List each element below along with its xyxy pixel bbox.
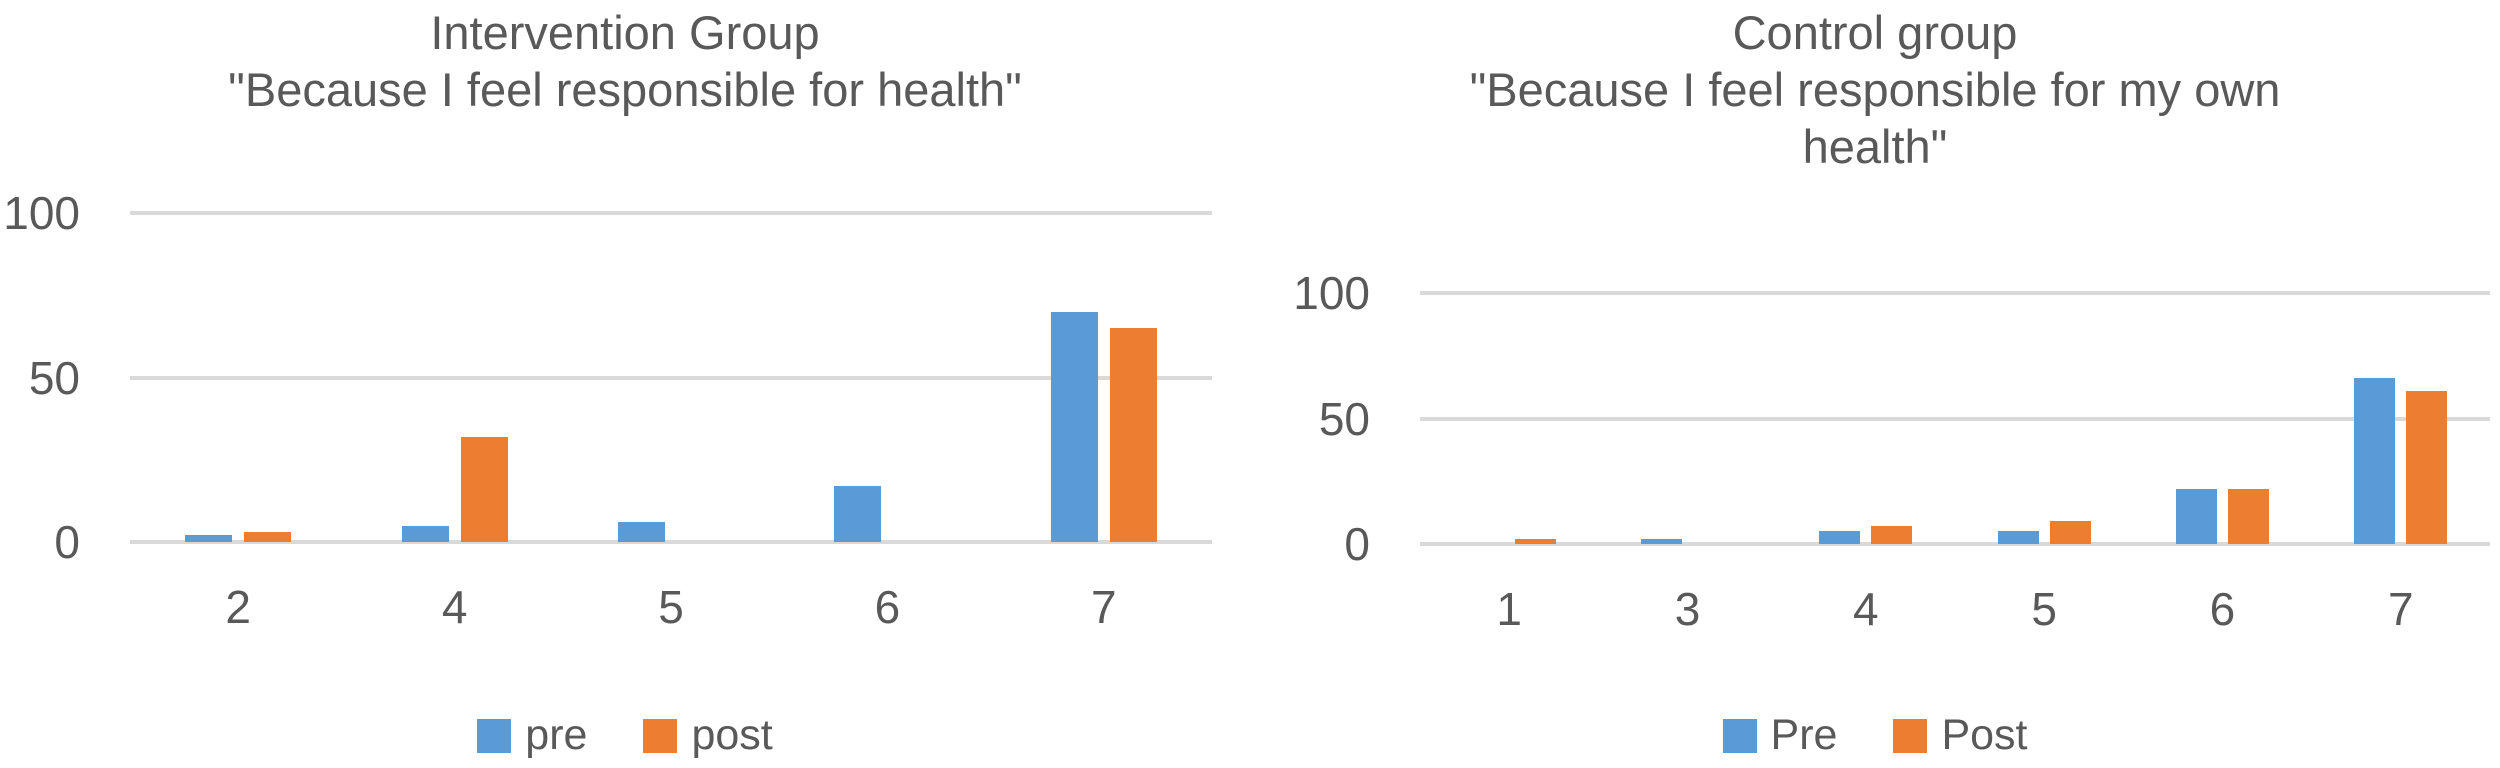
chart-subtitle-line: "Because I feel responsible for my own [1469,63,2281,116]
x-axis-tick-label-5: 5 [2031,583,2057,635]
legend-label-pre: pre [525,711,588,759]
bar-post-x1 [1514,538,1556,544]
bar-pre-x4 [1819,531,1861,544]
legend-swatch-pre [1722,718,1757,753]
y-axis-tick-label-50: 50 [1318,392,1370,445]
bar-pre-x7 [2354,378,2396,544]
chart-title-intervention: Intervention Group "Because I feel respo… [0,4,1250,118]
category-7: 7 [996,213,1212,630]
legend-swatch-post [1893,718,1928,753]
category-5: 5 [1955,293,2133,632]
bar-post-x4 [460,436,508,542]
x-axis-tick-label-4: 4 [1853,583,1879,635]
category-7: 7 [2312,293,2490,632]
chart-subtitle-line: "Because I feel responsible for health" [228,63,1022,116]
bar-post-x4 [1871,526,1913,544]
bar-pre-x4 [401,525,449,542]
category-5: 5 [563,213,779,630]
legend-label-post: post [691,711,773,759]
plot-area-intervention: 0 50 100 2 4 5 6 7 [3,190,1212,630]
legend-label-pre: Pre [1770,711,1838,759]
bar-post-x7 [2406,390,2448,544]
bar-pre-x5 [1997,531,2039,544]
category-6: 6 [2133,293,2311,632]
x-axis-tick-label-6: 6 [874,581,901,633]
chart-title-control: Control group "Because I feel responsibl… [1250,4,2500,175]
gridline-y100 [130,211,1212,215]
gridline-y100 [1420,291,2490,295]
chart-title-line: Control group [1732,6,2018,59]
x-axis-tick-label-3: 3 [1674,583,1701,635]
gridline-y0 [130,540,1212,544]
legend-swatch-pre [477,718,512,753]
gridline-y50 [130,375,1212,380]
gridline-y50 [1420,416,2490,421]
legend-item-pre: pre [477,714,587,757]
bars-layer: 2 4 5 6 7 [130,213,1212,630]
y-axis-tick-label-100: 100 [3,187,80,239]
bar-pre-x3 [1640,538,1682,544]
x-axis-tick-label-2: 2 [225,581,251,633]
bar-pre-x6 [2175,488,2217,544]
legend-intervention: pre post [0,714,1250,757]
legend-label-post: Post [1941,711,2028,759]
chart-intervention-group: Intervention Group "Because I feel respo… [0,4,1250,757]
chart-subtitle-line: health" [1802,120,1948,173]
category-4: 4 [1777,293,1955,632]
category-1: 1 [1420,293,1598,632]
legend-swatch-post [643,718,678,753]
gridline-y0 [1420,542,2490,546]
y-axis-tick-label-0: 0 [1344,518,1370,570]
bar-post-x5 [2049,521,2091,544]
legend-control: Pre Post [1250,714,2500,757]
x-axis-tick-label-7: 7 [2388,583,2414,635]
category-2: 2 [130,213,346,630]
bar-post-x7 [1109,328,1157,542]
category-4: 4 [346,213,562,630]
bar-pre-x7 [1050,311,1098,542]
y-axis-tick-label-0: 0 [54,516,80,568]
legend-item-post: Post [1893,714,2027,757]
category-3: 3 [1598,293,1776,632]
bar-post-x2 [244,532,292,542]
legend-item-pre: Pre [1722,711,1838,759]
bar-pre-x5 [618,522,666,542]
x-axis-tick-label-7: 7 [1091,581,1117,633]
plot-area-control: 0 50 100 1 3 4 5 6 7 [1293,270,2490,632]
legend-item-post: post [643,711,773,759]
category-6: 6 [779,213,995,630]
y-axis-tick-label-100: 100 [1293,267,1370,319]
y-axis-tick-label-50: 50 [28,351,80,404]
bar-pre-x6 [834,486,882,542]
chart-control-group: Control group "Because I feel responsibl… [1250,0,2500,768]
x-axis-tick-label-1: 1 [1496,583,1522,635]
bar-pre-x2 [185,535,233,542]
bar-post-x6 [2227,488,2269,544]
x-axis-tick-label-4: 4 [441,581,468,633]
bars-layer: 1 3 4 5 6 7 [1420,293,2490,632]
x-axis-tick-label-5: 5 [658,581,684,633]
chart-title-line: Intervention Group [430,6,820,59]
x-axis-tick-label-6: 6 [2209,583,2236,635]
